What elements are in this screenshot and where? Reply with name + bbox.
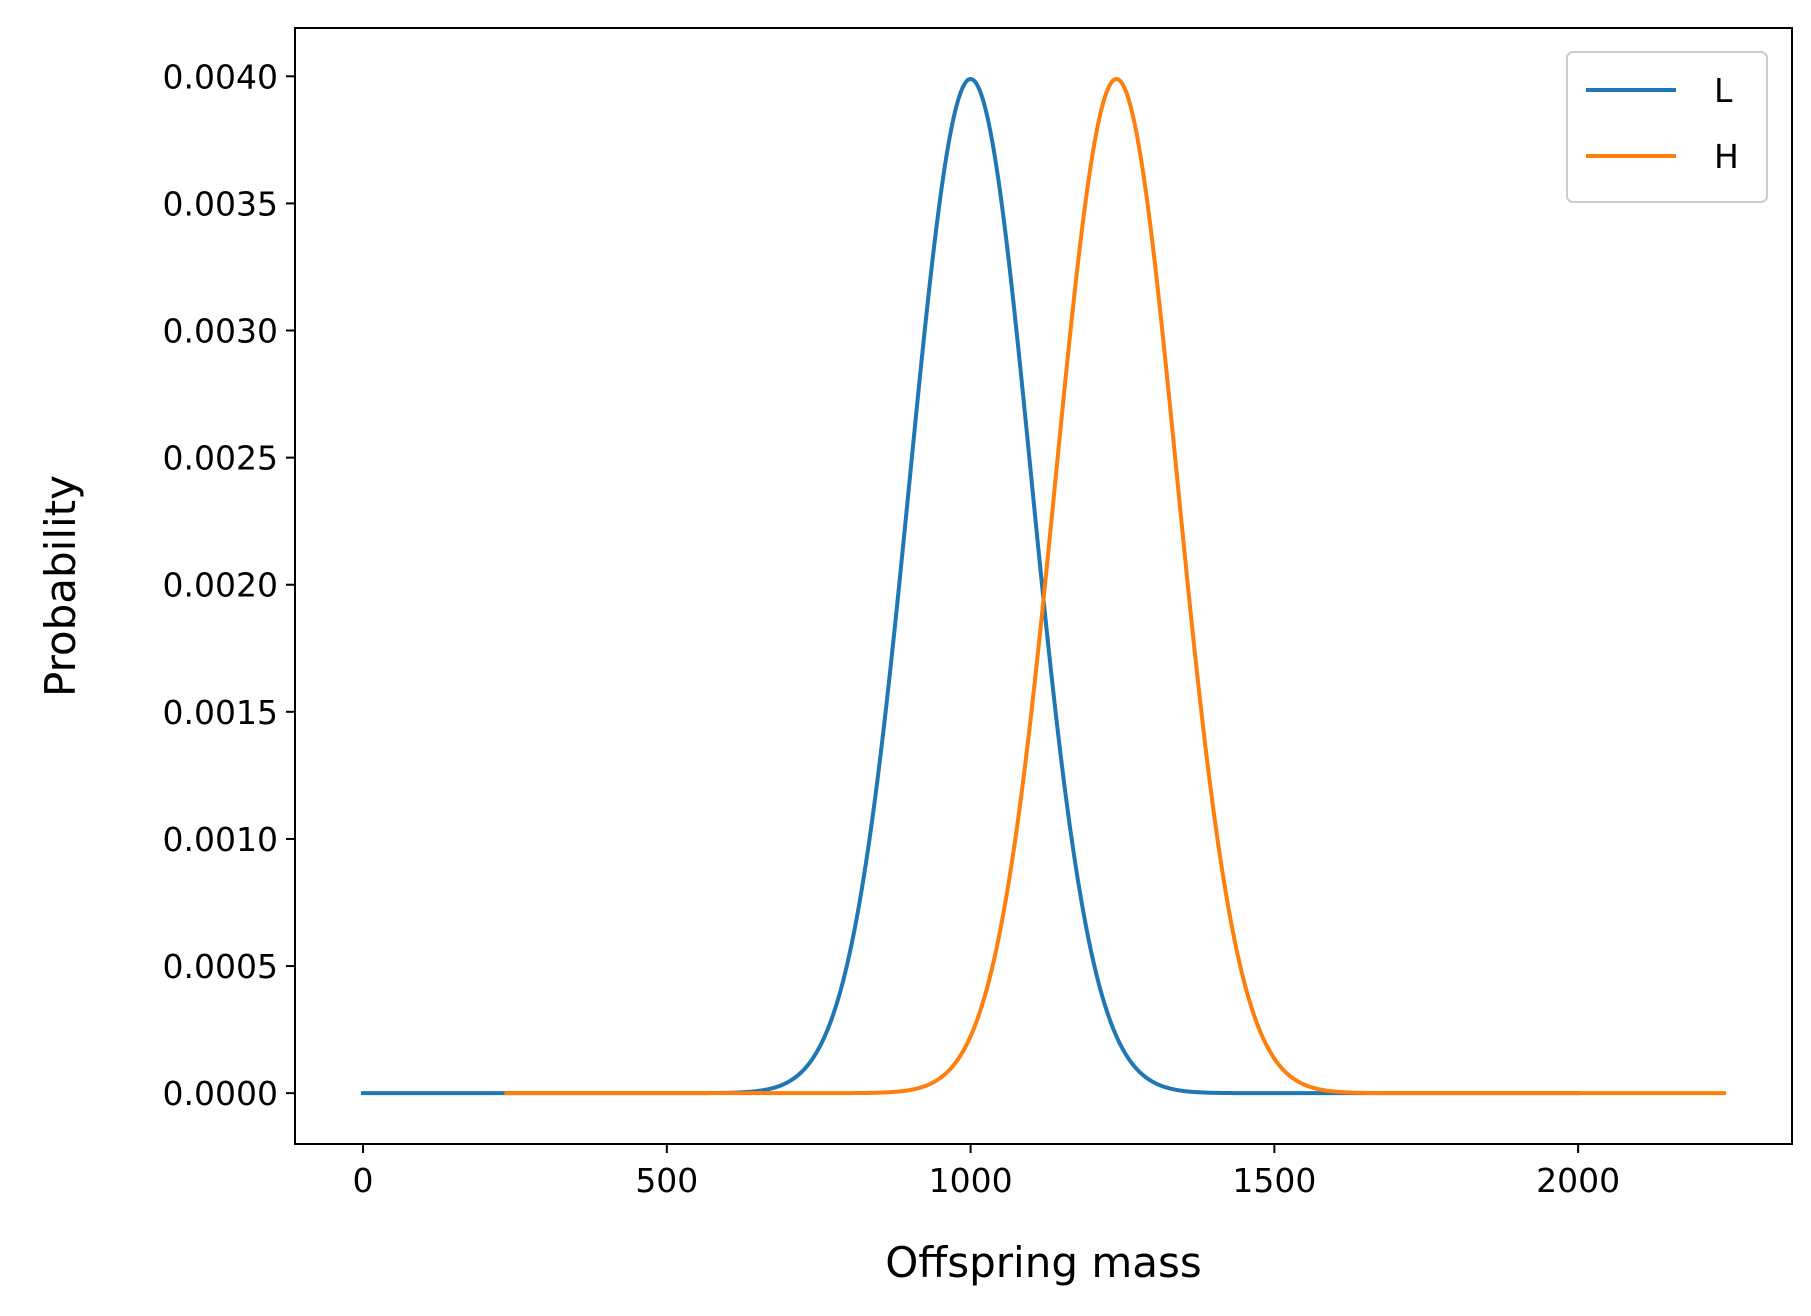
legend: LH	[1566, 51, 1768, 203]
series-layer	[361, 76, 1726, 1096]
y-axis: 0.0000 0.0005 0.0010 0.0015 0.0020 0.0025 0.00…	[163, 57, 295, 1113]
y-tick-label: 0.0035	[163, 184, 278, 223]
legend-box	[1566, 51, 1768, 203]
legend-label-H: H	[1714, 137, 1739, 176]
y-tick-label: 0.0000	[163, 1074, 278, 1113]
x-tick-label: 500	[635, 1161, 698, 1200]
x-tick-label: 2000	[1536, 1161, 1620, 1200]
y-tick-label: 0.0040	[163, 57, 278, 96]
y-tick-label: 0.0025	[163, 439, 278, 478]
legend-label-L: L	[1714, 71, 1733, 110]
x-tick-label: 1000	[929, 1161, 1013, 1200]
y-tick-label: 0.0030	[163, 312, 278, 351]
x-tick-label: 1500	[1232, 1161, 1316, 1200]
y-axis-title: Probability	[36, 475, 85, 697]
y-tick-label: 0.0015	[163, 693, 278, 732]
x-axis: 0 500 1000 1500 2000	[353, 1144, 1620, 1200]
plot-frame	[294, 27, 1793, 1145]
x-tick-label: 0	[353, 1161, 374, 1200]
y-tick-label: 0.0010	[163, 820, 278, 859]
y-tick-label: 0.0020	[163, 566, 278, 605]
x-axis-title: Offspring mass	[885, 1238, 1202, 1287]
series-line-H	[504, 76, 1726, 1096]
y-tick-label: 0.0005	[163, 947, 278, 986]
